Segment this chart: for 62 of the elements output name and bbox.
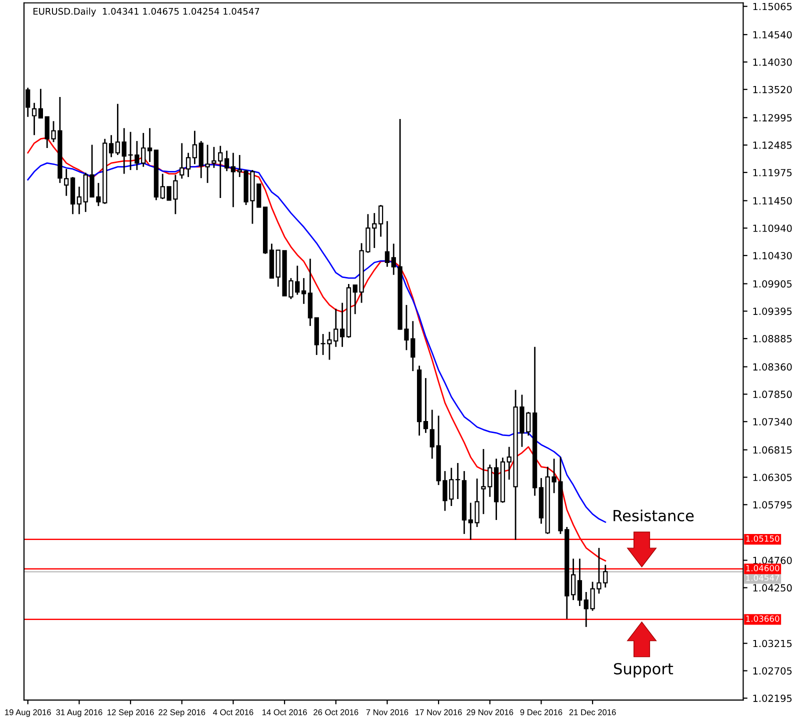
candlestick [115, 103, 120, 156]
candlestick [38, 88, 44, 119]
ref-line-label: 1.03660 [746, 616, 780, 622]
ref-line-label: 1.05150 [746, 535, 780, 542]
candlestick [570, 558, 576, 601]
x-tick-label: 14 Oct 2016 [262, 709, 307, 716]
candlestick [577, 558, 582, 607]
y-tick-label: 1.09905 [753, 280, 792, 288]
candlestick [230, 152, 236, 208]
candlestick [423, 377, 428, 434]
y-tick-label: 1.04250 [753, 584, 792, 592]
candlestick [455, 462, 460, 500]
y-tick-label: 1.03215 [753, 640, 792, 648]
y-tick-label: 1.07850 [753, 390, 792, 398]
x-tick-label: 26 Oct 2016 [314, 709, 358, 716]
y-tick-label: 1.12485 [753, 142, 792, 149]
candlestick [224, 150, 230, 172]
y-tick-label: 1.12995 [753, 114, 792, 122]
candlestick [192, 130, 198, 165]
x-tick-label: 9 Dec 2016 [520, 709, 562, 716]
ref-line-label: 1.04600 [746, 565, 780, 572]
x-tick-label: 7 Nov 2016 [366, 709, 408, 716]
candlestick [301, 277, 306, 305]
y-tick-label: 1.02705 [753, 667, 792, 675]
text: Support [614, 662, 674, 678]
x-tick-label: 19 Aug 2016 [5, 709, 51, 717]
candlestick [32, 102, 37, 136]
y-tick-label: 1.08885 [753, 335, 792, 342]
y-tick-label: 1.15065 [753, 2, 792, 10]
x-tick-label: 4 Oct 2016 [213, 709, 254, 716]
y-tick-label: 1.10430 [753, 252, 792, 260]
y-tick-label: 1.10940 [753, 224, 792, 232]
candlestick [108, 134, 114, 158]
text: Resistance [614, 510, 694, 522]
x-tick-label: 21 Dec 2016 [569, 709, 616, 716]
y-tick-label: 1.09395 [753, 308, 792, 315]
annotation: EURUSD.Daily 1.04341 1.04675 1.04254 1.04547 [34, 8, 260, 16]
y-tick-label: 1.11450 [753, 197, 792, 205]
y-tick-label: 1.14030 [753, 58, 792, 66]
candlestick [384, 220, 390, 268]
candlestick [340, 302, 345, 348]
y-tick-label: 1.05795 [753, 501, 792, 508]
y-tick-label: 1.08360 [753, 363, 792, 371]
y-tick-label: 1.02195 [753, 694, 792, 702]
y-tick-label: 1.07340 [753, 418, 792, 426]
x-tick-label: 31 Aug 2016 [56, 709, 102, 717]
candlestick [147, 127, 152, 163]
y-tick-label: 1.13520 [753, 86, 792, 94]
y-tick-label: 1.14540 [753, 31, 792, 38]
x-tick-label: 22 Sep 2016 [158, 709, 206, 717]
candlestick [180, 142, 184, 180]
x-tick-label: 12 Sep 2016 [108, 709, 154, 717]
y-tick-label: 1.11975 [753, 168, 792, 176]
candlestick [186, 152, 191, 178]
candlestick [378, 204, 384, 238]
candlestick [76, 186, 82, 215]
x-tick-label: 29 Nov 2016 [466, 709, 514, 716]
y-tick-label: 1.06305 [753, 474, 792, 482]
ref-line-label: 1.04547 [746, 574, 780, 581]
y-tick-label: 1.04760 [753, 556, 792, 564]
x-tick-label: 17 Nov 2016 [416, 709, 462, 716]
y-tick-label: 1.06815 [753, 446, 792, 454]
